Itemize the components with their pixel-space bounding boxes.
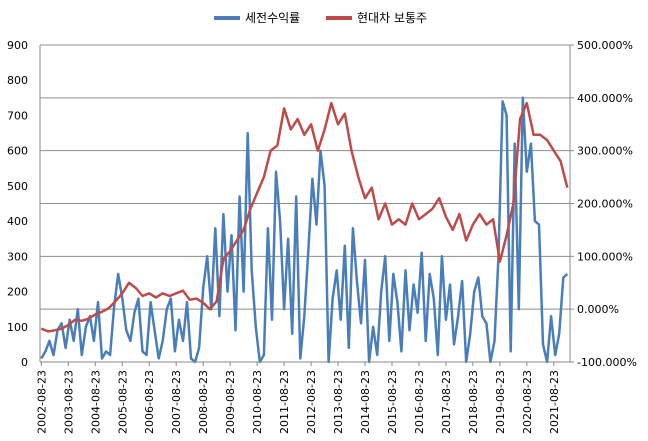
x-tick-label: 2006-08-23 <box>143 370 156 434</box>
left-tick-label: 600 <box>7 145 28 158</box>
series-line-2 <box>40 101 569 333</box>
legend-label-series-2: 현대차 보통주 <box>357 11 427 25</box>
x-tick-label: 2018-08-23 <box>467 370 480 434</box>
right-tick-label: 500.000% <box>577 39 633 52</box>
left-tick-label: 500 <box>7 180 28 193</box>
right-tick-label: 0.000% <box>577 303 619 316</box>
x-tick-label: 2020-08-23 <box>521 370 534 434</box>
x-tick-label: 2016-08-23 <box>413 370 426 434</box>
right-tick-label: 400.000% <box>577 92 633 105</box>
x-tick-label: 2019-08-23 <box>494 370 507 434</box>
x-tick-label: 2015-08-23 <box>386 370 399 434</box>
x-tick-label: 2007-08-23 <box>170 370 183 434</box>
right-axis-ticks: -100.000% 0.000% 100.000% 200.000% 300.000% 4… <box>570 39 637 369</box>
right-tick-label: -100.000% <box>577 356 637 369</box>
right-tick-label: 200.000% <box>577 198 633 211</box>
left-tick-label: 300 <box>7 250 28 263</box>
x-tick-label: 2008-08-23 <box>197 370 210 434</box>
left-tick-label: 400 <box>7 215 28 228</box>
right-tick-label: 300.000% <box>577 145 633 158</box>
left-tick-label: 900 <box>7 39 28 52</box>
x-tick-label: 2003-08-23 <box>62 370 75 434</box>
legend-label-series-1: 세전수익률 <box>245 11 300 25</box>
left-tick-label: 800 <box>7 74 28 87</box>
left-tick-label: 0 <box>21 356 28 369</box>
left-tick-label: 200 <box>7 286 28 299</box>
x-tick-label: 2010-08-23 <box>251 370 264 434</box>
x-tick-label: 2013-08-23 <box>332 370 345 434</box>
x-tick-label: 2021-08-23 <box>548 370 561 434</box>
x-tick-label: 2002-08-23 <box>35 370 48 434</box>
left-tick-label: 100 <box>7 321 28 334</box>
left-axis-ticks: 0 100 200 300 400 500 600 700 800 900 <box>7 39 28 369</box>
x-tick-label: 2005-08-23 <box>116 370 129 434</box>
right-tick-label: 100.000% <box>577 250 633 263</box>
series-lines <box>40 96 569 364</box>
legend: 세전수익률 현대차 보통주 <box>214 11 427 25</box>
x-tick-label: 2014-08-23 <box>359 370 372 434</box>
x-tick-label: 2004-08-23 <box>89 370 102 434</box>
x-tick-label: 2017-08-23 <box>440 370 453 434</box>
left-tick-label: 700 <box>7 109 28 122</box>
x-tick-label: 2012-08-23 <box>305 370 318 434</box>
series-line-1 <box>40 96 569 364</box>
x-tick-label: 2009-08-23 <box>224 370 237 434</box>
x-axis-ticks: 2002-08-23 2003-08-23 2004-08-23 2005-08-23… <box>35 362 561 434</box>
x-tick-label: 2011-08-23 <box>278 370 291 434</box>
